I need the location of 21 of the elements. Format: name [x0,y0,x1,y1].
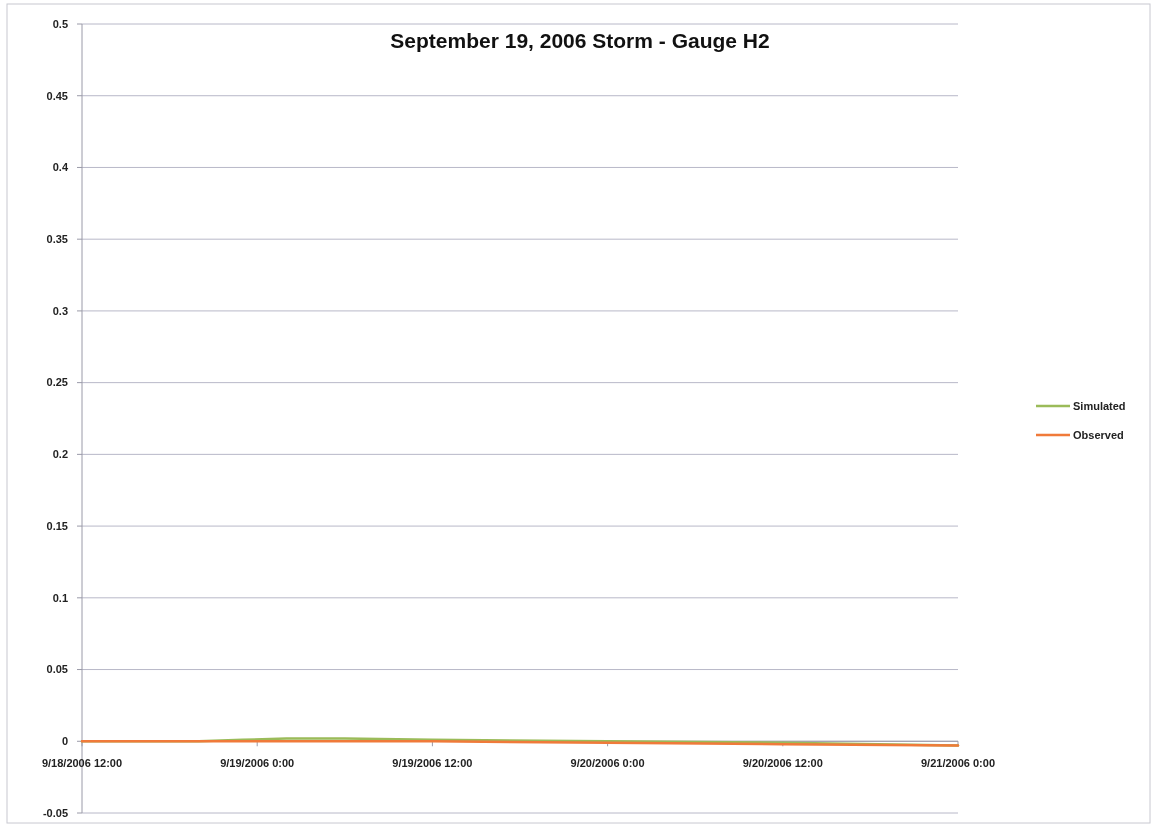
x-tick-label: 9/18/2006 12:00 [41,757,123,770]
y-tick-label: 0.25 [46,376,68,389]
x-tick-label: 9/20/2006 0:00 [570,757,645,770]
legend-label: Observed [1073,428,1124,441]
y-tick-label: -0.05 [42,806,68,819]
y-tick-label: 0.4 [52,161,69,174]
x-tick-label: 9/19/2006 0:00 [220,757,295,770]
y-tick-label: 0.15 [46,519,68,532]
y-tick-label: 0.5 [52,17,68,30]
x-tick-label: 9/20/2006 12:00 [742,757,823,770]
chart-title: September 19, 2006 Storm - Gauge H2 [390,29,770,52]
legend-label: Simulated [1073,399,1126,412]
y-tick-label: 0.35 [46,233,68,246]
y-tick-label: 0.1 [52,591,68,604]
y-tick-label: 0.2 [52,448,68,461]
x-tick-label: 9/19/2006 12:00 [392,757,473,770]
x-tick-label: 9/21/2006 0:00 [920,757,996,770]
y-tick-label: 0 [61,735,68,748]
y-tick-label: 0.3 [52,304,68,317]
y-tick-label: 0.45 [46,89,68,102]
y-tick-label: 0.05 [46,663,68,676]
